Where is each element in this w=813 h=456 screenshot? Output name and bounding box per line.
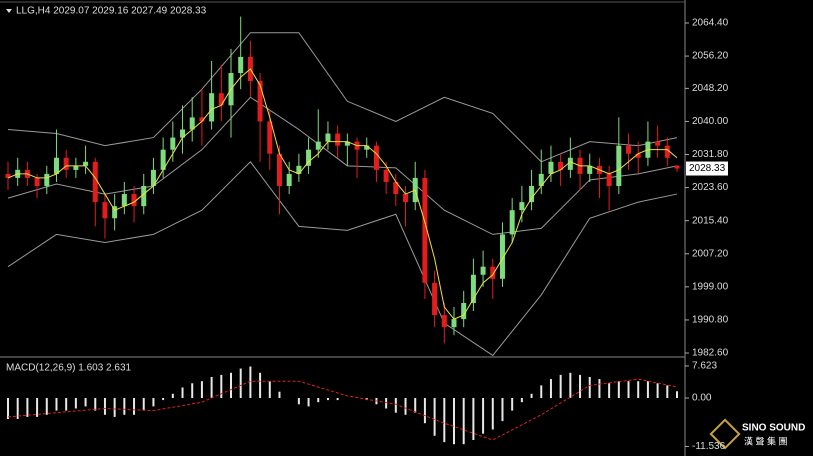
- candle-body: [451, 319, 457, 328]
- y-tick-label: 1990.80: [692, 315, 729, 326]
- candle-body: [170, 137, 176, 150]
- candle-body: [558, 161, 564, 170]
- y-tick-label: 2040.00: [692, 116, 729, 127]
- candle-body: [490, 266, 496, 279]
- candle-body: [344, 141, 350, 146]
- candle-body: [606, 173, 612, 186]
- candle-body: [286, 173, 292, 186]
- candle-body: [44, 173, 50, 186]
- last-price-box: [686, 161, 728, 176]
- candle-body: [432, 282, 438, 316]
- signal-line: [7, 378, 678, 441]
- candle-body: [519, 202, 525, 211]
- macd-title: MACD(12,26,9) 1.603 2.631: [6, 363, 132, 374]
- y-tick-label: -11.536: [692, 441, 726, 452]
- candle-body: [63, 157, 69, 170]
- candle-body: [141, 185, 147, 207]
- y-tick-label: 2007.20: [692, 248, 729, 259]
- candle-body: [306, 149, 312, 166]
- candle-body: [112, 206, 118, 219]
- candle-body: [73, 165, 79, 170]
- candle-body: [616, 145, 622, 186]
- logo: [709, 418, 741, 450]
- candle-body: [209, 93, 215, 122]
- bollinger-lower: [7, 161, 678, 357]
- candle-body: [664, 145, 670, 158]
- candle-body: [422, 177, 428, 283]
- candle-body: [567, 157, 573, 170]
- candle-body: [189, 117, 195, 130]
- chart-title: LLG,H4 2029.07 2029.16 2027.49 2028.33: [16, 6, 207, 17]
- candle-body: [635, 153, 641, 158]
- candle-body: [674, 165, 680, 169]
- candle-body: [529, 185, 535, 203]
- candle-body: [393, 181, 399, 195]
- y-tick-label: 2056.20: [692, 51, 729, 62]
- candle-body: [403, 194, 409, 203]
- bollinger-middle: [7, 96, 678, 235]
- candle-body: [626, 145, 632, 154]
- candle-body: [199, 117, 205, 122]
- candle-body: [53, 157, 59, 174]
- candle-body: [296, 165, 302, 174]
- candle-body: [92, 161, 98, 203]
- y-tick-label: 0.00: [692, 393, 712, 404]
- candle-body: [655, 141, 661, 146]
- dropdown-icon: [6, 9, 12, 13]
- candle-body: [5, 173, 11, 178]
- candle-body: [238, 56, 244, 74]
- candle-body: [121, 194, 127, 207]
- candle-body: [276, 153, 282, 186]
- candle-body: [373, 145, 379, 170]
- y-tick-label: 2031.80: [692, 149, 729, 160]
- y-tick-label: 1982.60: [692, 348, 729, 359]
- candle-body: [315, 141, 321, 150]
- candle-body: [548, 161, 554, 174]
- candle-body: [364, 145, 370, 150]
- candle-body: [587, 165, 593, 174]
- candle-body: [461, 302, 467, 320]
- candle-body: [470, 274, 476, 303]
- candle-body: [83, 161, 89, 166]
- moving-average: [7, 68, 678, 320]
- candle-body: [131, 194, 137, 207]
- y-tick-label: 2015.40: [692, 215, 729, 226]
- candle-body: [480, 266, 486, 275]
- candle-body: [383, 169, 389, 182]
- candle-body: [538, 173, 544, 186]
- candle-body: [325, 133, 331, 142]
- last-price-label: 2028.33: [689, 163, 726, 174]
- bollinger-upper: [7, 32, 678, 163]
- y-tick-label: 7.623: [692, 361, 717, 372]
- candle-body: [335, 133, 341, 146]
- candle-body: [160, 149, 166, 170]
- candle-body: [180, 129, 186, 138]
- candle-body: [441, 315, 447, 328]
- y-tick-label: 2023.60: [692, 182, 729, 193]
- y-tick-label: 1999.00: [692, 281, 729, 292]
- candle-body: [257, 81, 263, 122]
- candle-body: [509, 210, 515, 235]
- candle-body: [267, 121, 273, 154]
- y-tick-label: 2048.20: [692, 83, 729, 94]
- brand-chinese: 漢 聲 集 團: [744, 435, 788, 446]
- candle-body: [499, 234, 505, 279]
- candle-body: [218, 93, 224, 106]
- candle-body: [102, 202, 108, 219]
- y-tick-label: 2064.40: [692, 18, 729, 29]
- watermark: SINO SOUND 漢 聲 集 團: [709, 418, 805, 450]
- candle-body: [34, 177, 40, 186]
- candle-body: [150, 169, 156, 186]
- brand: SINO SOUND: [742, 423, 805, 434]
